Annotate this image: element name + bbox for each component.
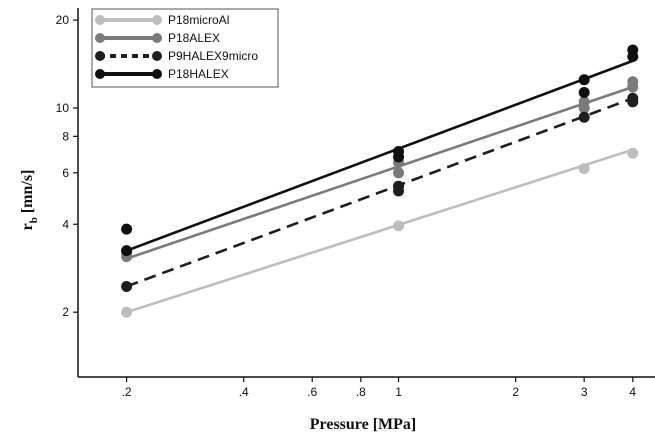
x-tick-label: 2: [512, 385, 519, 399]
data-point: [393, 220, 405, 232]
legend-marker: [152, 33, 162, 43]
x-tick-label: .2: [122, 385, 132, 399]
data-point: [121, 223, 133, 235]
legend-label: P18ALEX: [168, 31, 220, 45]
series-P18microAl: [121, 147, 639, 318]
data-point: [627, 44, 639, 56]
legend-marker: [152, 51, 162, 61]
y-axis-title-sub: b: [28, 217, 40, 223]
legend-item: P9HALEX9micro: [95, 49, 258, 63]
x-tick-label: 1: [395, 385, 402, 399]
x-tick-label: .8: [356, 385, 366, 399]
series-P9HALEX9micro: [121, 92, 639, 292]
data-point: [393, 167, 405, 179]
x-tick-label: .6: [307, 385, 317, 399]
series-P18ALEX: [121, 76, 639, 263]
legend: P18microAl P18ALEX P9HALEX9micro P18HALEX: [91, 8, 279, 88]
data-point: [578, 102, 590, 114]
y-tick-label: 2: [62, 305, 69, 319]
data-point: [578, 87, 590, 99]
fit-line: [126, 97, 634, 288]
data-point: [627, 147, 639, 159]
y-tick-label: 4: [62, 217, 69, 231]
y-axis-title-main: r: [19, 223, 36, 230]
data-point: [578, 163, 590, 175]
y-tick-label: 6: [62, 166, 69, 180]
legend-marker: [152, 69, 162, 79]
y-tick-label: 8: [62, 129, 69, 143]
data-point: [121, 306, 133, 318]
legend-marker: [95, 33, 105, 43]
y-tick-label: 10: [56, 101, 70, 115]
legend-item: P18HALEX: [95, 67, 229, 81]
legend-marker: [95, 69, 105, 79]
fit-line: [126, 148, 634, 314]
fit-line: [126, 85, 634, 260]
axis-ticks: .2 .4 .6 .8 1 2 3 4 2 4 6 8 10 20: [56, 13, 637, 399]
series-layer: [121, 44, 639, 318]
data-point: [121, 280, 133, 292]
x-tick-label: 3: [581, 385, 588, 399]
data-point: [578, 111, 590, 123]
legend-marker: [152, 15, 162, 25]
legend-label: P18microAl: [168, 13, 229, 27]
legend-label: P9HALEX9micro: [168, 49, 258, 63]
y-axis-title-rest: [mn/s]: [19, 170, 36, 218]
data-point: [627, 81, 639, 93]
data-point: [393, 145, 405, 157]
y-tick-label: 20: [56, 13, 70, 27]
legend-marker: [95, 15, 105, 25]
fit-line: [126, 59, 634, 252]
legend-marker: [95, 51, 105, 61]
data-point: [578, 74, 590, 86]
legend-label: P18HALEX: [168, 67, 229, 81]
y-axis-title: rb [mn/s]: [19, 170, 40, 231]
x-tick-label: .4: [239, 385, 249, 399]
legend-item: P18ALEX: [95, 31, 220, 45]
data-point: [393, 180, 405, 192]
x-axis-title: Pressure [MPa]: [310, 416, 416, 433]
series-P18HALEX: [121, 44, 639, 257]
x-tick-label: 4: [629, 385, 636, 399]
data-point: [121, 245, 133, 257]
data-point: [627, 92, 639, 104]
legend-item: P18microAl: [95, 13, 229, 27]
